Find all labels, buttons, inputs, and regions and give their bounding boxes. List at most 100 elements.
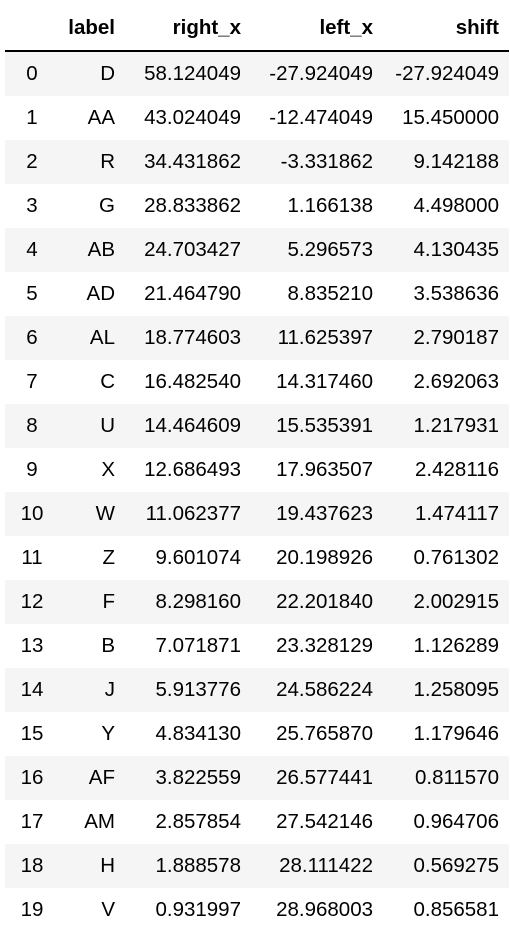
row-index: 13 <box>20 634 44 657</box>
table-row: 11 Z 9.601074 20.198926 0.761302 <box>5 536 509 580</box>
left-x-cell: 19.437623 <box>276 502 373 525</box>
shift-cell: 4.498000 <box>413 194 499 217</box>
shift-cell: 15.450000 <box>402 106 499 129</box>
right-x-cell: 43.024049 <box>144 106 241 129</box>
right-x-cell: 2.857854 <box>155 810 241 833</box>
right-x-cell: 16.482540 <box>144 370 241 393</box>
shift-cell: 0.569275 <box>413 854 499 877</box>
right-x-cell: 3.822559 <box>155 766 241 789</box>
shift-cell: 0.856581 <box>413 898 499 921</box>
table-row: 1 AA 43.024049 -12.474049 15.450000 <box>5 96 509 140</box>
shift-cell: 1.258095 <box>413 678 499 701</box>
table-row: 4 AB 24.703427 5.296573 4.130435 <box>5 228 509 272</box>
left-x-cell: 23.328129 <box>276 634 373 657</box>
right-x-cell: 28.833862 <box>144 194 241 217</box>
left-x-cell: 17.963507 <box>276 458 373 481</box>
label-cell: D <box>100 62 115 85</box>
right-x-cell: 21.464790 <box>144 282 241 305</box>
row-index: 11 <box>21 546 43 569</box>
index-column-header <box>5 6 63 52</box>
row-index: 14 <box>20 678 44 701</box>
table-row: 6 AL 18.774603 11.625397 2.790187 <box>5 316 509 360</box>
row-index: 19 <box>20 898 44 921</box>
label-cell: J <box>104 678 115 701</box>
right-x-cell: 9.601074 <box>155 546 241 569</box>
label-cell: B <box>101 634 115 657</box>
row-index: 6 <box>26 326 38 349</box>
table-row: 16 AF 3.822559 26.577441 0.811570 <box>5 756 509 800</box>
left-x-cell: 28.968003 <box>276 898 373 921</box>
table-row: 12 F 8.298160 22.201840 2.002915 <box>5 580 509 624</box>
label-column-header: label <box>63 6 125 52</box>
label-cell: V <box>101 898 115 921</box>
table-row: 9 X 12.686493 17.963507 2.428116 <box>5 448 509 492</box>
row-index: 16 <box>20 766 44 789</box>
row-index: 8 <box>26 414 38 437</box>
right-x-cell: 14.464609 <box>144 414 241 437</box>
row-index: 12 <box>20 590 44 613</box>
dataframe-table: label right_x left_x shift 0 D 58.124049 -2… <box>5 6 509 932</box>
left-x-cell: -27.924049 <box>269 62 373 85</box>
row-index: 5 <box>26 282 38 305</box>
label-cell: AF <box>88 766 115 789</box>
row-index: 15 <box>20 722 44 745</box>
left-x-cell: 24.586224 <box>276 678 373 701</box>
label-cell: R <box>100 150 115 173</box>
left-x-cell: 1.166138 <box>287 194 373 217</box>
shift-cell: 0.964706 <box>413 810 499 833</box>
table-row: 17 AM 2.857854 27.542146 0.964706 <box>5 800 509 844</box>
right-x-cell: 7.071871 <box>155 634 241 657</box>
left-x-cell: -12.474049 <box>269 106 373 129</box>
table-row: 15 Y 4.834130 25.765870 1.179646 <box>5 712 509 756</box>
label-cell: AD <box>86 282 115 305</box>
row-index: 0 <box>26 62 38 85</box>
right-x-cell: 5.913776 <box>155 678 241 701</box>
right-x-cell: 8.298160 <box>155 590 241 613</box>
shift-cell: 1.179646 <box>413 722 499 745</box>
row-index: 9 <box>26 458 38 481</box>
left-x-cell: -3.331862 <box>280 150 373 173</box>
left-x-cell: 5.296573 <box>287 238 373 261</box>
table-row: 3 G 28.833862 1.166138 4.498000 <box>5 184 509 228</box>
shift-cell: 3.538636 <box>413 282 499 305</box>
left-x-cell: 22.201840 <box>276 590 373 613</box>
shift-cell: 2.790187 <box>413 326 499 349</box>
left-x-cell: 28.111422 <box>279 854 373 877</box>
table-header: label right_x left_x shift <box>5 6 509 52</box>
row-index: 10 <box>20 502 44 525</box>
label-cell: F <box>102 590 115 613</box>
right-x-column-header: right_x <box>125 6 251 52</box>
right-x-cell: 34.431862 <box>144 150 241 173</box>
row-index: 7 <box>26 370 38 393</box>
table-row: 14 J 5.913776 24.586224 1.258095 <box>5 668 509 712</box>
shift-cell: 0.811570 <box>415 766 499 789</box>
right-x-cell: 1.888578 <box>155 854 241 877</box>
row-index: 3 <box>26 194 38 217</box>
label-cell: Z <box>102 546 115 569</box>
shift-cell: 1.474117 <box>415 502 499 525</box>
table-row: 0 D 58.124049 -27.924049 -27.924049 <box>5 51 509 96</box>
label-cell: G <box>99 194 115 217</box>
label-cell: H <box>100 854 115 877</box>
left-x-cell: 26.577441 <box>276 766 373 789</box>
label-cell: AB <box>87 238 115 261</box>
label-cell: U <box>100 414 115 437</box>
right-x-cell: 12.686493 <box>144 458 241 481</box>
shift-cell: 2.692063 <box>413 370 499 393</box>
left-x-cell: 14.317460 <box>276 370 373 393</box>
label-cell: C <box>100 370 115 393</box>
row-index: 1 <box>26 106 38 129</box>
label-cell: AA <box>87 106 115 129</box>
shift-cell: 2.002915 <box>413 590 499 613</box>
table-row: 5 AD 21.464790 8.835210 3.538636 <box>5 272 509 316</box>
table-row: 2 R 34.431862 -3.331862 9.142188 <box>5 140 509 184</box>
table-body: 0 D 58.124049 -27.924049 -27.924049 1 AA 43.024… <box>5 51 509 932</box>
header-row: label right_x left_x shift <box>5 6 509 52</box>
label-cell: W <box>95 502 115 525</box>
label-cell: AM <box>84 810 115 833</box>
right-x-cell: 24.703427 <box>144 238 241 261</box>
shift-cell: 4.130435 <box>413 238 499 261</box>
label-cell: Y <box>101 722 115 745</box>
table-row: 10 W 11.062377 19.437623 1.474117 <box>5 492 509 536</box>
